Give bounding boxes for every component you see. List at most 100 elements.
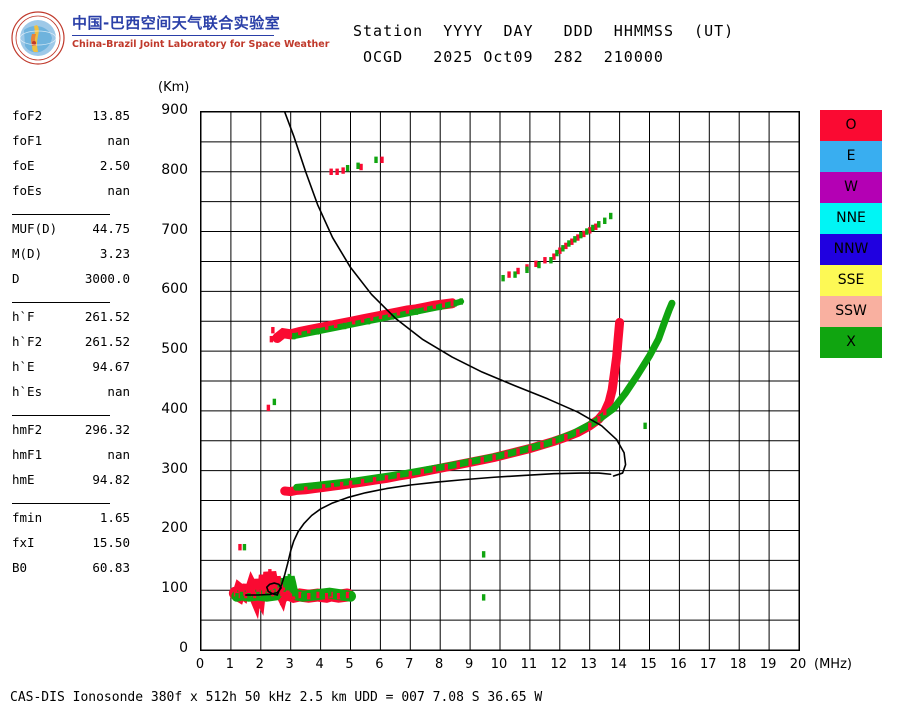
- x-axis-tick-label: 5: [345, 657, 354, 672]
- legend-item-ssw[interactable]: SSW: [820, 296, 882, 327]
- echo-point: [333, 480, 338, 487]
- echo-point: [324, 593, 329, 600]
- echo-point: [423, 304, 428, 311]
- x-axis-tick-label: 19: [759, 657, 777, 672]
- param-row: MUF(D) 44.75: [8, 221, 138, 246]
- echo-point: [342, 322, 347, 330]
- echo-point: [552, 438, 556, 445]
- param-key: h`Es: [12, 384, 43, 399]
- legend-item-nne[interactable]: NNE: [820, 203, 882, 234]
- echo-band: [293, 299, 676, 491]
- echo-point: [378, 312, 383, 320]
- echo-point: [329, 168, 333, 175]
- echo-point: [271, 326, 275, 334]
- profile-curve: [276, 472, 612, 596]
- param-key: B0: [12, 560, 28, 575]
- param-value: 94.67: [92, 359, 130, 374]
- echo-point: [543, 257, 547, 264]
- echo-point: [540, 441, 544, 449]
- echo-point: [534, 260, 538, 268]
- y-axis-unit-label: (Km): [158, 80, 190, 95]
- echo-point: [289, 331, 293, 338]
- legend-item-sse[interactable]: SSE: [820, 265, 882, 296]
- legend-item-w[interactable]: W: [820, 172, 882, 203]
- param-row: hmF1 nan: [8, 447, 138, 472]
- echo-point: [570, 238, 574, 245]
- param-value: 261.52: [84, 334, 130, 349]
- param-row: foEs nan: [8, 183, 138, 208]
- echo-point: [570, 431, 574, 438]
- y-axis-tick-label: 0: [179, 640, 188, 656]
- legend-item-e[interactable]: E: [820, 141, 882, 172]
- echo-point: [414, 308, 419, 315]
- profile-curve: [245, 582, 282, 596]
- echo-point: [286, 584, 290, 591]
- echo-point: [295, 591, 299, 599]
- legend-item-o[interactable]: O: [820, 110, 882, 141]
- param-value: nan: [107, 183, 130, 198]
- x-axis-tick-label: 0: [195, 657, 205, 672]
- echo-point: [588, 422, 592, 430]
- instrument-footer: CAS-DIS Ionosonde 380f x 512h 50 kHz 2.5…: [10, 690, 543, 705]
- echo-point: [588, 227, 592, 234]
- echo-point: [384, 475, 389, 482]
- echo-point: [354, 477, 359, 485]
- param-key: MUF(D): [12, 221, 58, 236]
- echo-point: [266, 404, 271, 412]
- echo-point: [360, 478, 365, 486]
- param-row: foE 2.50: [8, 158, 138, 183]
- echo-point: [585, 228, 589, 235]
- echo-point: [378, 474, 383, 481]
- param-divider: [8, 296, 138, 309]
- legend-item-x[interactable]: X: [820, 327, 882, 358]
- echo-point: [333, 321, 338, 329]
- echo-point: [286, 590, 290, 597]
- param-value: 60.83: [92, 560, 130, 575]
- param-value: 261.52: [84, 309, 130, 324]
- legend-item-nnw[interactable]: NNW: [820, 234, 882, 265]
- echo-point: [289, 591, 293, 599]
- x-axis-unit-label: (MHz): [814, 657, 852, 672]
- echo-point: [374, 156, 378, 164]
- x-axis-tick-label: 18: [729, 657, 747, 672]
- echo-point: [339, 481, 344, 489]
- x-axis-tick-label: 11: [520, 657, 538, 672]
- echo-point: [504, 451, 508, 458]
- echo-point: [348, 593, 353, 600]
- echo-point: [603, 217, 607, 224]
- param-value: nan: [107, 384, 130, 399]
- echo-point: [405, 307, 410, 314]
- echo-point: [316, 328, 320, 335]
- param-value: 296.32: [84, 422, 130, 437]
- y-axis-tick-label: 700: [161, 221, 188, 238]
- x-axis-tick-label: 3: [285, 657, 294, 672]
- echo-point: [444, 463, 448, 471]
- echo-point: [366, 318, 371, 325]
- echo-point: [289, 579, 293, 587]
- echo-point: [242, 584, 247, 591]
- echo-point: [265, 593, 269, 600]
- echo-point: [618, 319, 622, 326]
- echo-point: [456, 461, 460, 468]
- param-row: h`E 94.67: [8, 359, 138, 384]
- echo-point: [307, 593, 311, 600]
- x-axis-tick-label: 2: [255, 657, 264, 672]
- param-key: hmF2: [12, 422, 43, 437]
- param-row: h`Es nan: [8, 384, 138, 409]
- x-axis-tick-label: 10: [490, 657, 508, 672]
- echo-point: [552, 253, 556, 260]
- ionogram-canvas[interactable]: [201, 112, 799, 650]
- x-axis-tick-label: 12: [550, 657, 568, 672]
- ionogram-plot[interactable]: [200, 111, 800, 651]
- echo-point: [372, 477, 377, 484]
- echo-point: [287, 573, 292, 581]
- echo-point: [656, 335, 661, 343]
- echo-point: [468, 459, 472, 466]
- param-value: 1.65: [99, 510, 130, 525]
- echo-point: [295, 484, 299, 491]
- station-header: Station YYYY DAY DDD HHMMSS (UT) OCGD 20…: [345, 18, 765, 70]
- echo-point: [567, 240, 571, 247]
- echo-point: [576, 429, 580, 436]
- echo-point: [247, 582, 251, 589]
- param-key: D: [12, 271, 20, 286]
